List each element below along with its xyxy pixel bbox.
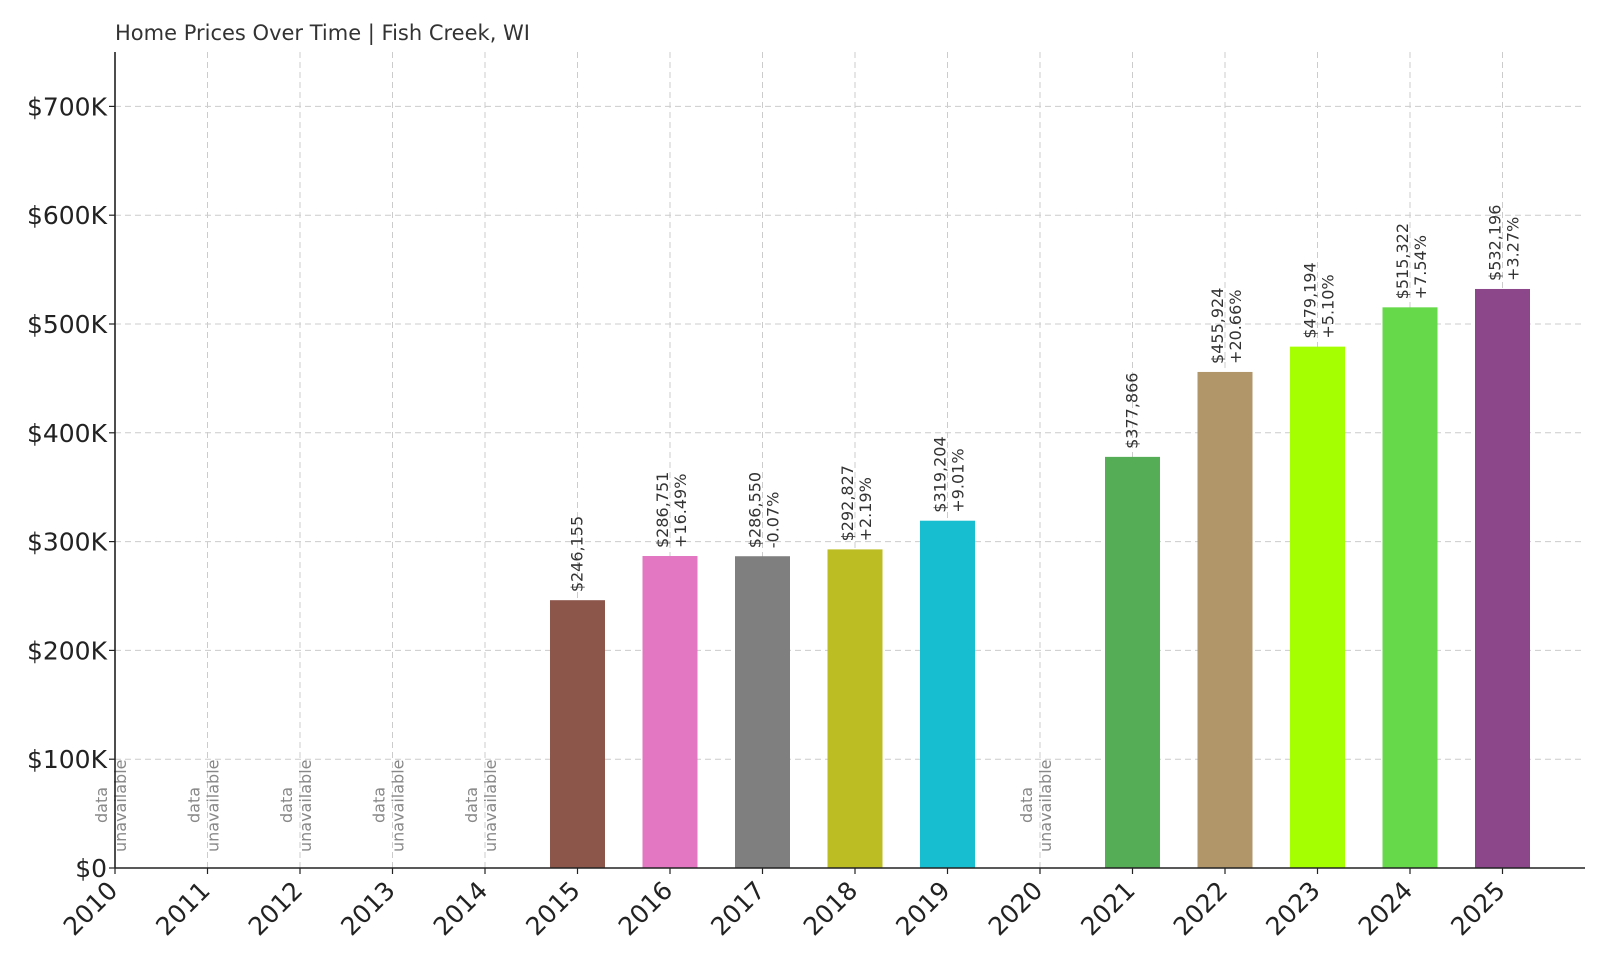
bar-2022 [1197, 371, 1253, 868]
bar-change-label: +3.27% [1504, 217, 1523, 281]
x-tick-label: 2011 [150, 876, 215, 941]
bar-2021 [1105, 456, 1160, 868]
x-tick-label: 2021 [1075, 876, 1140, 941]
bar-2015 [550, 600, 605, 868]
data-unavailable-label: data [370, 787, 389, 823]
data-unavailable-label: data [185, 787, 204, 823]
y-tick-label: $100K [27, 745, 108, 774]
x-tick-label: 2018 [798, 876, 863, 941]
bar-2016 [642, 556, 698, 868]
data-unavailable-label: data [462, 787, 481, 823]
x-tick-label: 2022 [1168, 876, 1233, 941]
y-tick-label: $700K [27, 92, 108, 121]
bar-value-label: $286,751 [653, 472, 672, 548]
x-tick-label: 2024 [1353, 876, 1418, 941]
bar-change-label: -0.07% [764, 492, 783, 549]
data-unavailable-label: unavailable [481, 760, 500, 853]
x-tick-label: 2020 [983, 876, 1048, 941]
bar-value-label: $286,550 [746, 472, 765, 548]
y-tick-label: $500K [27, 310, 108, 339]
y-tick-label: $200K [27, 636, 108, 665]
bar-2025 [1475, 288, 1530, 868]
bar-value-label: $455,924 [1208, 288, 1227, 364]
bar-change-label: +20.66% [1226, 290, 1245, 364]
x-tick-label: 2023 [1260, 876, 1325, 941]
y-tick-label: $300K [27, 528, 108, 557]
bar-2019 [920, 520, 975, 868]
bar-value-label: $532,196 [1486, 205, 1505, 281]
data-unavailable-label: unavailable [111, 760, 130, 853]
y-tick-label: $400K [27, 419, 108, 448]
data-unavailable-label: data [92, 787, 111, 823]
data-unavailable-label: unavailable [1036, 760, 1055, 853]
bar-value-label: $292,827 [838, 465, 857, 541]
bar-change-label: +9.01% [949, 448, 968, 512]
bar-value-label: $246,155 [568, 516, 587, 592]
bar-value-label: $479,194 [1301, 262, 1320, 338]
x-tick-label: 2017 [705, 876, 770, 941]
bar-2018 [827, 549, 883, 868]
y-tick-label: $0 [75, 854, 107, 883]
bar-value-label: $377,866 [1123, 373, 1142, 449]
data-unavailable-label: unavailable [204, 760, 223, 853]
data-unavailable-label: data [277, 787, 296, 823]
x-tick-label: 2015 [520, 876, 585, 941]
x-tick-label: 2014 [428, 876, 493, 941]
bar-change-label: +2.19% [856, 477, 875, 541]
x-tick-label: 2025 [1445, 876, 1510, 941]
x-tick-label: 2013 [335, 876, 400, 941]
bar-change-label: +7.54% [1411, 235, 1430, 299]
bar-change-label: +5.10% [1319, 274, 1338, 338]
data-unavailable-label: unavailable [296, 760, 315, 853]
data-unavailable-label: data [1017, 787, 1036, 823]
bar-2023 [1290, 346, 1345, 868]
bar-value-label: $515,322 [1393, 223, 1412, 299]
x-tick-label: 2012 [243, 876, 308, 941]
chart-title: Home Prices Over Time | Fish Creek, WI [115, 21, 530, 46]
bar-2024 [1382, 307, 1438, 868]
axes-layer [109, 52, 1585, 874]
bar-value-label: $319,204 [931, 436, 950, 512]
bars-layer [550, 288, 1530, 868]
x-tick-label: 2016 [613, 876, 678, 941]
data-unavailable-label: unavailable [389, 760, 408, 853]
y-tick-label: $600K [27, 201, 108, 230]
bar-change-label: +16.49% [671, 474, 690, 548]
bar-2017 [735, 556, 790, 868]
x-tick-label: 2019 [890, 876, 955, 941]
x-tick-label: 2010 [58, 876, 123, 941]
